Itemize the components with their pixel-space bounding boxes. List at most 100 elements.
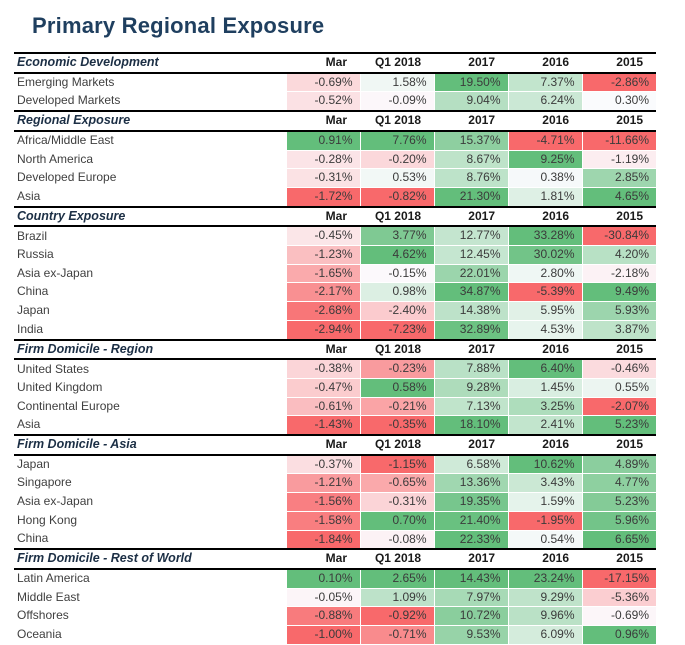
column-header: 2017 xyxy=(434,52,508,74)
data-row: Asia ex-Japan -1.56% -0.31% 19.35% 1.59% 5.23… xyxy=(14,492,656,512)
data-row: China -1.84% -0.08% 22.33% 0.54% 6.65% xyxy=(14,530,656,550)
value-cell: 5.93% xyxy=(581,301,656,321)
value-cell: 4.62% xyxy=(359,245,434,265)
value-cell: -0.38% xyxy=(285,359,360,379)
section-title: Country Exposure xyxy=(14,205,286,228)
value-cell: -2.17% xyxy=(285,282,360,303)
value-cell: 9.25% xyxy=(507,150,582,170)
value-cell: 12.45% xyxy=(433,245,508,265)
column-header: 2015 xyxy=(582,52,656,74)
column-header: 2017 xyxy=(434,110,508,132)
data-row: Africa/Middle East 0.91% 7.76% 15.37% -4.71%… xyxy=(14,130,656,151)
data-row: Developed Europe -0.31% 0.53% 8.76% 0.38% 2.8… xyxy=(14,168,656,188)
exposure-table: Economic Development Mar Q1 2018 2017 2016 20… xyxy=(14,52,656,645)
column-header: Mar xyxy=(286,548,360,570)
row-label: Africa/Middle East xyxy=(14,130,286,151)
section-title: Economic Development xyxy=(14,52,286,74)
row-label: Oceania xyxy=(14,625,286,645)
value-cell: 7.76% xyxy=(359,130,434,151)
value-cell: 1.45% xyxy=(507,378,582,398)
value-cell: -0.61% xyxy=(285,397,360,417)
column-header: 2017 xyxy=(434,338,508,361)
value-cell: -0.21% xyxy=(359,397,434,417)
value-cell: -0.37% xyxy=(285,454,360,475)
value-cell: 34.87% xyxy=(433,282,508,303)
column-header: Mar xyxy=(286,205,360,228)
value-cell: -2.86% xyxy=(581,72,656,93)
exposure-table-body: Economic Development Mar Q1 2018 2017 2016 20… xyxy=(14,52,656,645)
column-header: 2015 xyxy=(582,205,656,228)
value-cell: -2.94% xyxy=(285,320,360,341)
section-header-row: Country Exposure Mar Q1 2018 2017 2016 2015 xyxy=(14,205,656,228)
section-title: Regional Exposure xyxy=(14,110,286,132)
value-cell: -1.00% xyxy=(285,625,360,645)
column-header: 2017 xyxy=(434,205,508,228)
value-cell: -30.84% xyxy=(581,226,656,247)
row-label: Asia ex-Japan xyxy=(14,264,286,283)
row-label: Russia xyxy=(14,245,286,265)
column-header: Q1 2018 xyxy=(360,52,434,74)
row-label: Developed Europe xyxy=(14,168,286,188)
value-cell: -0.35% xyxy=(359,415,434,436)
column-header: Q1 2018 xyxy=(360,205,434,228)
value-cell: -7.23% xyxy=(359,320,434,341)
value-cell: -1.21% xyxy=(285,473,360,494)
row-label: United Kingdom xyxy=(14,378,286,398)
value-cell: 18.10% xyxy=(433,415,508,436)
value-cell: 19.35% xyxy=(433,492,508,512)
value-cell: 30.02% xyxy=(507,245,582,265)
column-header: 2015 xyxy=(582,548,656,570)
row-label: Asia xyxy=(14,187,286,207)
value-cell: 0.98% xyxy=(359,282,434,303)
value-cell: -1.65% xyxy=(285,264,360,284)
value-cell: 0.55% xyxy=(581,378,656,398)
data-row: Continental Europe -0.61% -0.21% 7.13% 3.25%… xyxy=(14,397,656,417)
value-cell: 2.41% xyxy=(507,415,582,436)
value-cell: 21.30% xyxy=(433,187,508,208)
value-cell: -1.72% xyxy=(285,187,360,208)
value-cell: -0.69% xyxy=(581,606,656,627)
value-cell: 1.81% xyxy=(507,187,582,208)
value-cell: 4.65% xyxy=(581,187,656,208)
value-cell: -0.52% xyxy=(285,91,360,112)
column-header: 2016 xyxy=(508,52,582,74)
value-cell: -0.82% xyxy=(359,187,434,208)
value-cell: -0.28% xyxy=(285,150,360,170)
data-row: Asia -1.43% -0.35% 18.10% 2.41% 5.23% xyxy=(14,415,656,436)
row-label: Hong Kong xyxy=(14,511,286,531)
data-row: United States -0.38% -0.23% 7.88% 6.40% -0.46… xyxy=(14,359,656,379)
column-header: 2017 xyxy=(434,434,508,456)
value-cell: 3.25% xyxy=(507,397,582,417)
value-cell: 14.38% xyxy=(433,301,508,321)
value-cell: 7.37% xyxy=(507,72,582,93)
value-cell: -0.31% xyxy=(285,168,360,188)
value-cell: 8.67% xyxy=(433,150,508,170)
column-header: Mar xyxy=(286,110,360,132)
value-cell: 7.88% xyxy=(433,359,508,379)
value-cell: -0.46% xyxy=(581,359,656,379)
value-cell: -2.18% xyxy=(581,264,656,284)
section-title: Firm Domicile - Rest of World xyxy=(14,548,286,570)
row-label: Japan xyxy=(14,454,286,474)
value-cell: 10.62% xyxy=(507,454,582,475)
value-cell: -0.08% xyxy=(359,530,434,550)
value-cell: 5.95% xyxy=(507,301,582,321)
column-header: Q1 2018 xyxy=(360,338,434,361)
data-row: Oceania -1.00% -0.71% 9.53% 6.09% 0.96% xyxy=(14,625,656,645)
data-row: Japan -0.37% -1.15% 6.58% 10.62% 4.89% xyxy=(14,454,656,475)
value-cell: 4.77% xyxy=(581,473,656,494)
value-cell: 2.65% xyxy=(359,568,434,589)
value-cell: -0.05% xyxy=(285,588,360,608)
value-cell: 2.80% xyxy=(507,264,582,284)
value-cell: 2.85% xyxy=(581,168,656,188)
value-cell: 32.89% xyxy=(433,320,508,341)
data-row: Asia ex-Japan -1.65% -0.15% 22.01% 2.80% -2.1… xyxy=(14,264,656,284)
value-cell: -0.31% xyxy=(359,492,434,512)
row-label: North America xyxy=(14,150,286,169)
data-row: Offshores -0.88% -0.92% 10.72% 9.96% -0.69% xyxy=(14,606,656,627)
section-header-row: Firm Domicile - Rest of World Mar Q1 2018 2… xyxy=(14,548,656,570)
data-row: Latin America 0.10% 2.65% 14.43% 23.24% -17.1… xyxy=(14,568,656,589)
row-label: United States xyxy=(14,359,286,379)
value-cell: -1.84% xyxy=(285,530,360,550)
value-cell: 5.23% xyxy=(581,415,656,436)
